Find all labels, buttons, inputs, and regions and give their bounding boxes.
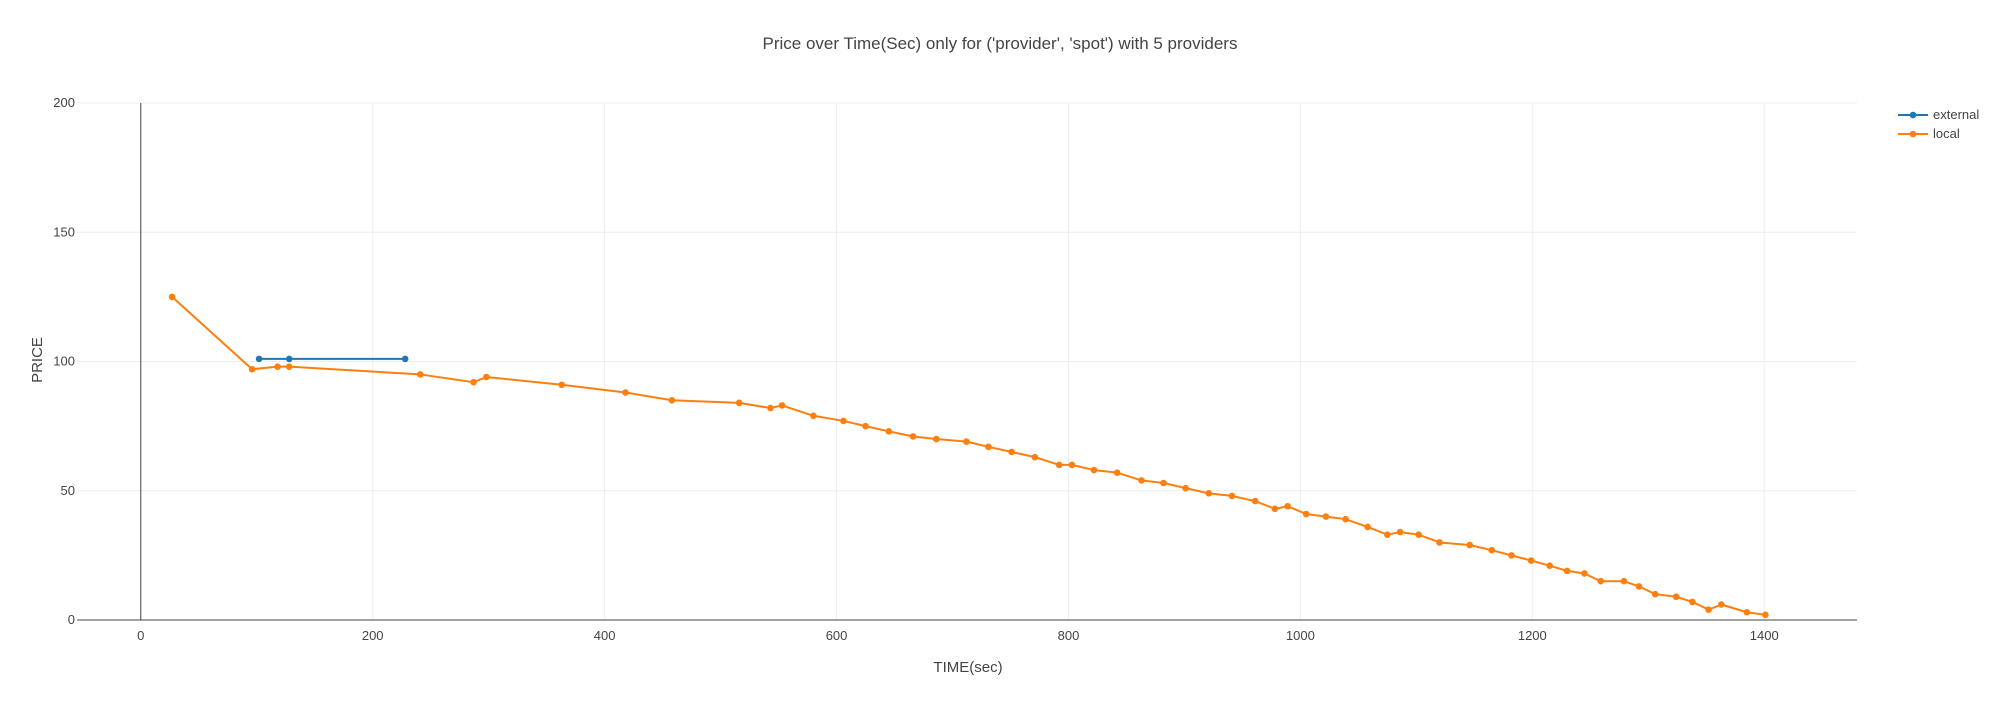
data-point-local[interactable] [932,435,940,443]
data-point-local[interactable] [1384,531,1391,538]
data-point-local[interactable] [1182,484,1189,492]
legend-swatch-marker [1909,111,1917,119]
data-point-local[interactable] [1563,567,1571,575]
data-point-local[interactable] [963,438,970,445]
gridlines [77,102,1857,620]
x-tick-label: 1000 [1286,628,1315,643]
x-tick-label: 1200 [1518,628,1547,643]
series-external [255,355,409,363]
data-point-local[interactable] [1160,479,1167,487]
data-point-local[interactable] [483,373,490,381]
data-point-local[interactable] [735,399,743,407]
legend-item-external[interactable]: external [1898,107,1979,122]
chart-title: Price over Time(Sec) only for ('provider… [763,34,1238,53]
data-point-local[interactable] [767,404,774,412]
data-point-local[interactable] [810,412,817,420]
y-axis-label: PRICE [29,337,46,383]
data-point-external[interactable] [401,355,409,363]
data-point-local[interactable] [168,293,176,301]
data-point-local[interactable] [1113,469,1121,476]
data-point-external[interactable] [285,355,293,363]
data-point-local[interactable] [285,363,293,370]
data-point-local[interactable] [1055,461,1063,469]
y-tick-label: 100 [53,354,75,369]
data-point-local[interactable] [1271,505,1279,513]
data-point-local[interactable] [885,427,893,435]
legend-label: external [1933,107,1979,122]
data-point-local[interactable] [416,371,424,378]
data-point-local[interactable] [1597,577,1605,585]
data-point-local[interactable] [668,396,676,404]
data-point-local[interactable] [470,378,477,386]
x-tick-label: 1400 [1750,628,1779,643]
data-point-local[interactable] [1138,477,1145,484]
data-point-local[interactable] [1508,552,1515,559]
data-point-local[interactable] [1008,448,1015,456]
data-point-local[interactable] [1762,611,1769,619]
data-point-local[interactable] [1546,562,1554,570]
y-tick-label: 0 [68,612,75,627]
series-layer [168,293,1769,619]
data-point-local[interactable] [1284,502,1291,510]
data-point-local[interactable] [1396,528,1404,536]
x-tick-label: 0 [137,628,144,643]
y-tick-label: 50 [61,483,75,498]
data-point-local[interactable] [1689,598,1696,606]
data-point-local[interactable] [1415,531,1422,538]
x-tick-label: 400 [594,628,616,643]
data-point-local[interactable] [1718,601,1725,608]
data-point-local[interactable] [1205,490,1213,497]
data-point-local[interactable] [1581,570,1588,577]
data-point-local[interactable] [778,402,786,409]
data-point-local[interactable] [558,381,566,389]
data-point-local[interactable] [1620,577,1628,585]
data-point-local[interactable] [1031,453,1039,461]
y-tick-label: 150 [53,224,75,239]
data-point-local[interactable] [1251,497,1259,505]
data-point-local[interactable] [1488,546,1496,554]
data-point-local[interactable] [1527,557,1535,564]
data-point-local[interactable] [248,365,256,373]
x-tick-label: 800 [1058,628,1080,643]
data-point-local[interactable] [909,433,917,440]
data-point-local[interactable] [1090,466,1098,474]
x-axis-label: TIME(sec) [933,659,1002,676]
series-local [168,293,1769,619]
x-tick-label: 200 [362,628,384,643]
data-point-local[interactable] [1228,492,1236,500]
data-point-local[interactable] [1635,583,1643,590]
series-line-local [171,296,1766,616]
x-tick-label: 600 [826,628,848,643]
data-point-external[interactable] [255,355,263,363]
data-point-local[interactable] [1436,539,1443,546]
axes: 0 200 400 600 800 1000 1200 1400 0 50 100 150 200 [53,95,1857,643]
data-point-local[interactable] [1342,515,1349,523]
y-tick-label: 200 [53,95,75,110]
data-point-local[interactable] [1068,461,1076,469]
data-point-local[interactable] [1651,590,1659,598]
data-point-local[interactable] [862,422,869,430]
data-point-local[interactable] [1302,510,1310,518]
data-point-local[interactable] [840,417,847,425]
data-point-local[interactable] [274,363,281,370]
legend-label: local [1933,126,1960,141]
data-point-local[interactable] [1743,608,1751,616]
data-point-local[interactable] [622,389,629,396]
data-point-local[interactable] [985,443,992,451]
data-point-local[interactable] [1322,513,1330,520]
legend-item-local[interactable]: local [1898,126,1960,141]
legend-swatch-marker [1909,130,1917,138]
data-point-local[interactable] [1672,593,1680,601]
data-point-local[interactable] [1705,606,1712,613]
data-point-local[interactable] [1466,541,1473,549]
legend[interactable]: external local [1898,107,1979,141]
data-point-local[interactable] [1364,523,1371,531]
